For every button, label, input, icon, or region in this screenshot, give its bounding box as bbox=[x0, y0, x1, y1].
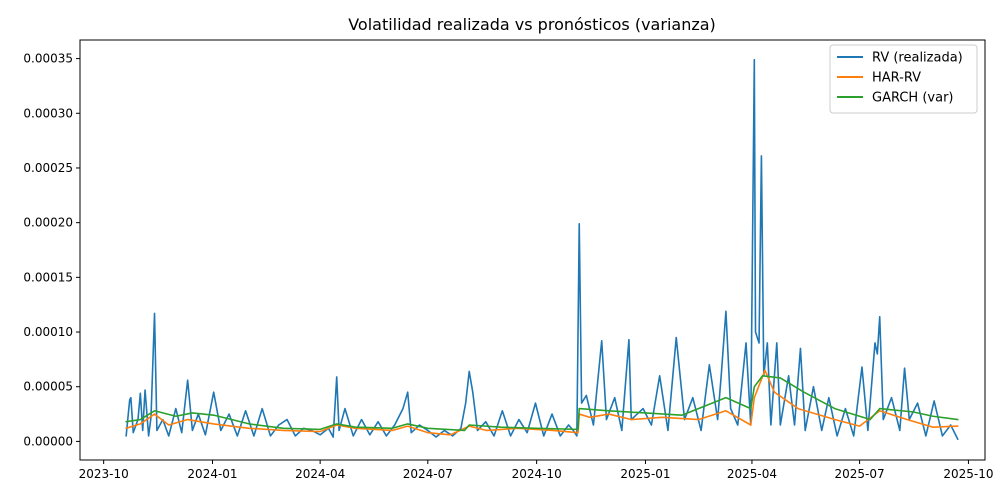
legend-label-1: HAR-RV bbox=[872, 71, 921, 86]
y-tick-label: 0.00000 bbox=[23, 434, 73, 448]
x-tick-label: 2025-01 bbox=[620, 467, 670, 481]
chart-title: Volatilidad realizada vs pronósticos (va… bbox=[348, 15, 716, 34]
series-line-1 bbox=[125, 369, 959, 436]
x-tick-label: 2024-10 bbox=[512, 467, 562, 481]
series-line-0 bbox=[125, 58, 959, 441]
y-tick-label: 0.00005 bbox=[23, 380, 73, 394]
y-tick-label: 0.00030 bbox=[23, 106, 73, 120]
y-tick-label: 0.00020 bbox=[23, 216, 73, 230]
x-tick-label: 2025-07 bbox=[835, 467, 885, 481]
legend-box bbox=[829, 44, 978, 114]
x-tick-label: 2024-01 bbox=[187, 467, 237, 481]
x-tick-label: 2023-10 bbox=[79, 467, 129, 481]
plot-area bbox=[125, 58, 959, 441]
x-tick-label: 2025-10 bbox=[943, 467, 993, 481]
legend-label-2: GARCH (var) bbox=[872, 91, 954, 106]
y-tick-label: 0.00025 bbox=[23, 161, 73, 175]
y-tick-label: 0.00035 bbox=[23, 52, 73, 66]
legend-label-0: RV (realizada) bbox=[872, 51, 963, 66]
x-tick-label: 2024-07 bbox=[403, 467, 453, 481]
series-line-2 bbox=[125, 374, 959, 432]
x-tick-label: 2024-04 bbox=[295, 467, 345, 481]
axes: 0.00000 0.00005 0.00010 0.00015 0.00020 0.000… bbox=[23, 39, 994, 481]
y-tick-label: 0.00015 bbox=[23, 270, 73, 284]
legend: RV (realizada) HAR-RV GARCH (var) bbox=[829, 44, 978, 114]
axes-frame bbox=[79, 39, 986, 461]
y-tick-label: 0.00010 bbox=[23, 325, 73, 339]
x-tick-label: 2025-04 bbox=[727, 467, 777, 481]
